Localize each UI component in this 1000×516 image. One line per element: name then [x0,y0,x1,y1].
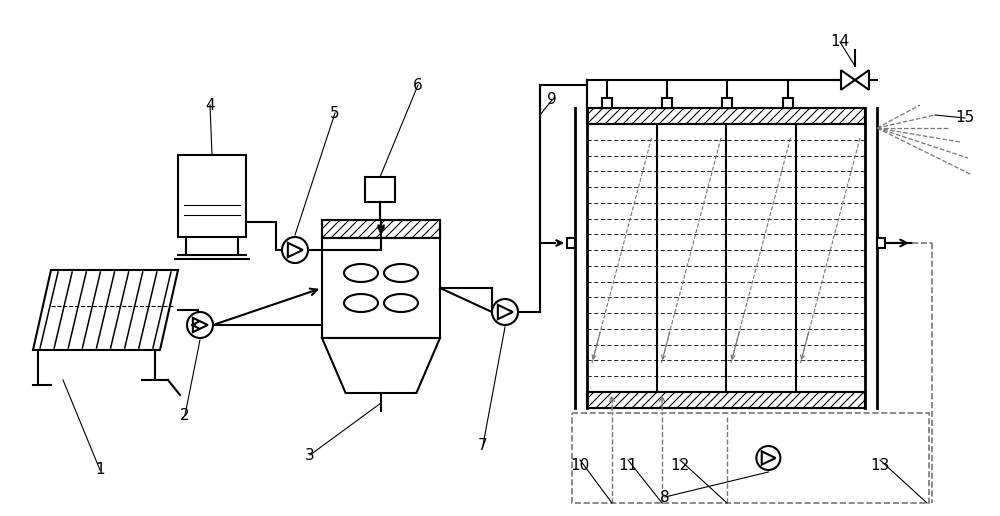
Text: 14: 14 [830,35,850,50]
Circle shape [282,237,308,263]
Polygon shape [322,338,440,393]
Polygon shape [841,70,855,90]
Text: 5: 5 [330,105,340,121]
Bar [783,98,793,108]
Bar [365,177,395,202]
Text: 8: 8 [660,490,670,505]
Bar [722,98,732,108]
Text: 10: 10 [570,458,590,473]
Bar [322,220,440,238]
Polygon shape [855,70,869,90]
Polygon shape [762,452,776,464]
Bar [587,108,865,124]
Bar [587,392,865,408]
Bar [602,98,612,108]
Bar [178,155,246,237]
Bar [587,108,865,124]
Bar [587,392,865,408]
Text: 9: 9 [547,92,557,107]
Bar [322,238,440,338]
Bar [322,220,440,238]
Text: 12: 12 [670,458,690,473]
Polygon shape [33,270,178,350]
Text: 3: 3 [305,447,315,462]
Bar [572,413,929,503]
Circle shape [756,446,780,470]
Text: 7: 7 [478,438,488,453]
Polygon shape [193,318,208,332]
Bar [567,238,575,248]
Polygon shape [498,305,513,319]
Text: 4: 4 [205,98,215,112]
Text: 11: 11 [618,458,638,473]
Bar [662,98,672,108]
Circle shape [187,312,213,338]
Text: 1: 1 [95,462,105,477]
Bar [877,238,885,248]
Text: 13: 13 [870,458,890,473]
Circle shape [492,299,518,325]
Text: 2: 2 [180,408,190,423]
Text: 6: 6 [413,77,423,92]
Polygon shape [288,243,303,257]
Text: 15: 15 [955,110,975,125]
